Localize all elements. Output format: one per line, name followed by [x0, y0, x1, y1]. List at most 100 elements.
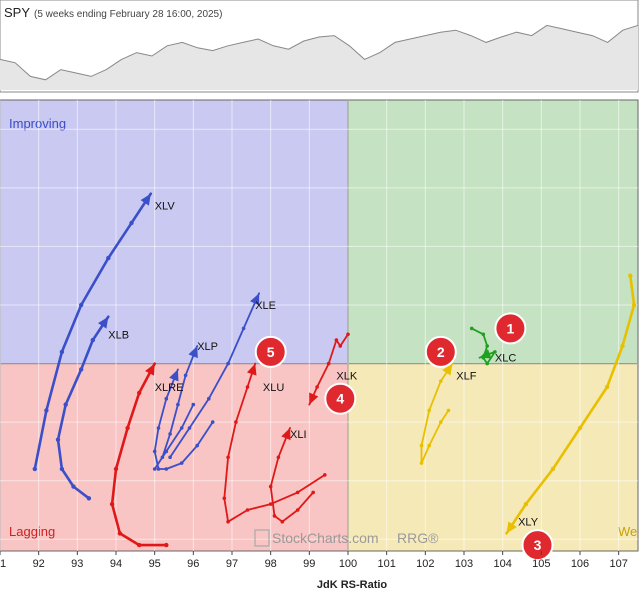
quadrant-weakening [348, 363, 638, 551]
tail-point [439, 420, 443, 424]
watermark-brand: StockCharts.com [272, 530, 379, 546]
x-tick-label: 100 [339, 558, 357, 570]
tail-point [628, 273, 633, 278]
tail-point [276, 455, 281, 460]
tail-point [226, 455, 230, 460]
symbol-label: XLRE [155, 382, 184, 394]
x-tick-label: 94 [110, 558, 122, 570]
tail-xlc [469, 326, 497, 366]
tail-xly [505, 273, 637, 535]
badge-number: 4 [336, 391, 344, 407]
tail-point [419, 443, 424, 448]
symbol-labels: XLV XLB XLP XLE XLRE XLU XLI XLK XLF XLC XLY [108, 200, 538, 528]
tail-xlb [55, 315, 110, 501]
symbol-label: XLF [456, 370, 476, 382]
tail-point [152, 467, 157, 471]
quadrant-label-lagging: Lagging [9, 524, 55, 539]
arrow-head [250, 293, 260, 306]
tail-xli [268, 427, 316, 524]
badge-circle [494, 312, 527, 345]
tail-point [245, 508, 250, 512]
tail-point [90, 337, 96, 343]
tail-point [439, 379, 443, 383]
tail-point [164, 467, 169, 471]
x-tick-label: 91 [0, 558, 6, 570]
tail-point [164, 542, 169, 548]
tail-point [419, 461, 424, 465]
symbol-label: XLK [336, 370, 357, 382]
x-tick-label: 98 [265, 558, 277, 570]
arrow-head [169, 369, 179, 382]
arrow-head [479, 349, 492, 359]
quadrant-leading [348, 100, 638, 364]
badge-5: 5 [254, 335, 287, 368]
tail-point [323, 473, 327, 477]
x-tick-label: 103 [455, 558, 473, 570]
tail-point [179, 461, 184, 465]
x-axis-title: JdK RS-Ratio [317, 579, 388, 591]
tail-point [469, 326, 474, 331]
arrow-head [442, 363, 453, 376]
tail-point [226, 519, 230, 524]
x-tick-label: 93 [71, 558, 83, 570]
plot-border [0, 99, 639, 552]
tail-point [86, 496, 92, 501]
tail-path [223, 362, 326, 523]
tail-path [420, 362, 454, 464]
x-tick-label: 104 [494, 558, 512, 570]
watermark-suffix: RRG® [397, 530, 439, 546]
tail-point [268, 502, 273, 506]
tail-point [176, 402, 180, 407]
tail-point [183, 373, 188, 378]
badge-circle [424, 335, 457, 368]
tail-point [152, 449, 157, 454]
tail-point [268, 484, 273, 489]
tail-point [326, 361, 331, 366]
tail-point [446, 408, 451, 413]
tail-point [106, 255, 111, 261]
tail-point [493, 350, 497, 354]
tail-point [295, 490, 300, 495]
tail-point [156, 467, 161, 471]
x-tick-label: 107 [610, 558, 628, 570]
spy-price-line [0, 24, 639, 81]
arrow-head [247, 363, 257, 376]
watermark: StockCharts.com RRG® [254, 529, 439, 547]
arrow-head [281, 428, 291, 441]
tail-xlu [222, 362, 327, 524]
tail-xlre [152, 368, 215, 471]
tail-point [577, 425, 583, 431]
tail-point [620, 343, 625, 349]
x-tick-label: 95 [149, 558, 161, 570]
header-symbol: SPY [4, 5, 30, 20]
quadrants: Improving Lagging We [0, 99, 639, 552]
tail-point [55, 437, 61, 442]
tail-path [56, 315, 110, 500]
tail-point [129, 220, 134, 226]
tail-point [280, 519, 285, 524]
symbol-label: XLP [197, 341, 218, 353]
symbol-label: XLI [290, 429, 307, 441]
quadrant-lagging [0, 363, 348, 551]
badge-circle [324, 382, 357, 415]
tail-point [485, 361, 490, 366]
symbol-label: XLC [495, 353, 516, 365]
tail-point [631, 302, 637, 308]
tail-xlf [419, 362, 454, 465]
tail-point [59, 466, 65, 472]
badge-number: 3 [534, 537, 542, 553]
badge-3: 3 [521, 529, 554, 562]
tail-point [226, 361, 230, 366]
tail-point [550, 466, 556, 472]
tail-point [32, 466, 37, 472]
tail-point [245, 385, 250, 389]
tail-xlv [32, 192, 153, 472]
tail-point [79, 302, 84, 308]
symbol-label: XLU [263, 382, 284, 394]
badge-4: 4 [324, 382, 357, 415]
quadrant-label-improving: Improving [9, 116, 66, 131]
arrow-head [98, 316, 109, 329]
tail-xlp [152, 345, 199, 471]
x-tick-label: 102 [416, 558, 434, 570]
tail-xlk [308, 332, 350, 406]
